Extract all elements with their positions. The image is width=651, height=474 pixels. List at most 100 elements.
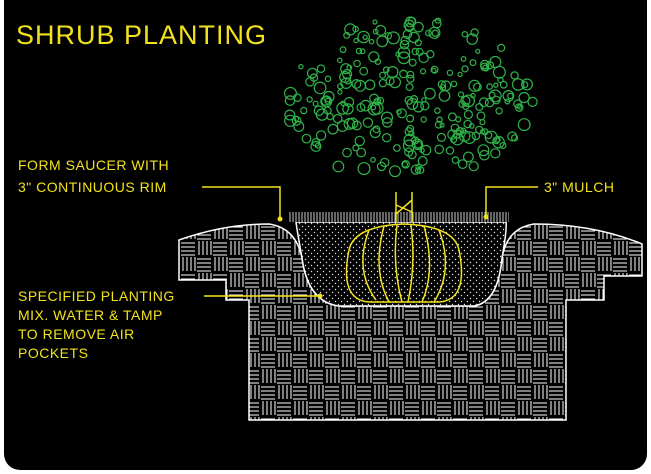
leaf-cluster: [317, 65, 324, 72]
leaf-cluster: [333, 161, 344, 172]
leaf-cluster: [480, 120, 485, 125]
leader-line: [202, 187, 280, 217]
leaf-cluster: [476, 104, 483, 111]
leaf-cluster: [345, 98, 354, 107]
leaf-cluster: [354, 39, 358, 43]
leaf-cluster: [412, 48, 418, 54]
leaf-cluster: [458, 160, 467, 169]
leaf-cluster: [425, 88, 436, 99]
planting-mix: [296, 222, 506, 306]
leaf-cluster: [485, 98, 493, 106]
leaf-cluster: [511, 72, 518, 79]
leaf-cluster: [456, 117, 461, 122]
leaf-cluster: [394, 145, 401, 152]
leader-dot: [484, 215, 489, 220]
leaf-cluster: [354, 60, 360, 66]
leaf-cluster: [325, 76, 330, 81]
leaf-cluster: [435, 108, 440, 113]
tree-canopy: [285, 17, 537, 177]
leaf-cluster: [462, 66, 468, 72]
leaf-cluster: [338, 58, 342, 62]
leaf-cluster: [301, 108, 307, 114]
leaf-cluster: [345, 24, 356, 35]
callout-line: 3" CONTINUOUS RIM: [18, 179, 167, 195]
leaf-cluster: [356, 48, 361, 53]
leaf-cluster: [496, 108, 502, 114]
leaf-cluster: [389, 77, 400, 88]
leaf-cluster: [438, 133, 446, 141]
leaf-cluster: [400, 70, 408, 78]
leaf-cluster: [355, 136, 364, 145]
leaf-cluster: [498, 44, 505, 51]
title: SHRUB PLANTING: [16, 20, 267, 50]
leaf-cluster: [340, 47, 346, 53]
leaf-cluster: [508, 93, 513, 98]
leaf-cluster: [447, 70, 452, 75]
leaf-cluster: [377, 36, 388, 47]
callout-line: MIX. WATER & TAMP: [18, 307, 163, 323]
callout-line: TO REMOVE AIR: [18, 326, 135, 342]
leaf-cluster: [358, 163, 370, 175]
leaf-cluster: [285, 88, 297, 100]
callout-line: POCKETS: [18, 345, 88, 361]
callout-line: FORM SAUCER WITH: [18, 157, 169, 173]
leaf-cluster: [452, 157, 458, 163]
leaf-cluster: [414, 22, 424, 32]
leaf-cluster: [433, 20, 441, 28]
leaf-cluster: [390, 166, 401, 177]
leaf-cluster: [369, 40, 373, 44]
leaf-cluster: [337, 121, 347, 131]
leaf-cluster: [518, 119, 530, 131]
leaf-cluster: [406, 84, 413, 91]
leaf-cluster: [418, 157, 427, 166]
leaf-cluster: [373, 20, 377, 24]
leaf-cluster: [299, 65, 303, 69]
leaf-cluster: [380, 72, 386, 78]
page: SHRUB PLANTING FORM SAUCER WITH 3" CONTI…: [0, 0, 651, 474]
leaf-cluster: [369, 52, 379, 62]
leaf-cluster: [302, 134, 311, 143]
leaf-cluster: [421, 69, 426, 74]
leaf-cluster: [522, 82, 528, 88]
leaf-cluster: [477, 112, 485, 120]
leaf-cluster: [307, 97, 312, 102]
leaf-cluster: [470, 60, 476, 66]
leaf-cluster: [407, 71, 414, 78]
leaf-cluster: [435, 145, 443, 153]
mulch-layer: [289, 212, 509, 222]
leaf-cluster: [308, 68, 318, 78]
leaf-cluster: [402, 162, 407, 167]
leaf-cluster: [313, 101, 318, 106]
leaf-cluster: [360, 67, 368, 75]
leaf-cluster: [407, 115, 414, 122]
leaf-cluster: [379, 80, 386, 87]
leaf-cluster: [353, 145, 359, 151]
drawing-panel: SHRUB PLANTING FORM SAUCER WITH 3" CONTI…: [4, 0, 647, 470]
leaf-cluster: [469, 162, 478, 171]
leaf-cluster: [491, 149, 500, 158]
leaf-cluster: [528, 97, 537, 106]
leaf-cluster: [494, 66, 506, 78]
leaf-cluster: [413, 102, 423, 112]
leaf-cluster: [363, 35, 367, 39]
leaf-cluster: [363, 118, 372, 127]
leaf-cluster: [476, 49, 480, 53]
leaf-cluster: [494, 83, 498, 87]
leaf-cluster: [459, 92, 464, 97]
leaf-cluster: [432, 30, 438, 36]
leaf-cluster: [464, 111, 472, 119]
leaf-cluster: [409, 59, 416, 66]
callout-line: 3" MULCH: [544, 179, 614, 195]
leaf-cluster: [461, 57, 466, 62]
leaf-cluster: [451, 81, 456, 86]
leader-dot: [318, 294, 323, 299]
leaf-cluster: [343, 148, 352, 157]
leaf-cluster: [421, 117, 426, 122]
leaf-cluster: [371, 158, 376, 163]
leaf-cluster: [365, 80, 375, 90]
leaf-cluster: [328, 124, 338, 134]
leaf-cluster: [314, 82, 326, 94]
leader-dot: [278, 217, 283, 222]
leaf-cluster: [419, 53, 428, 62]
leaf-cluster: [314, 106, 323, 115]
